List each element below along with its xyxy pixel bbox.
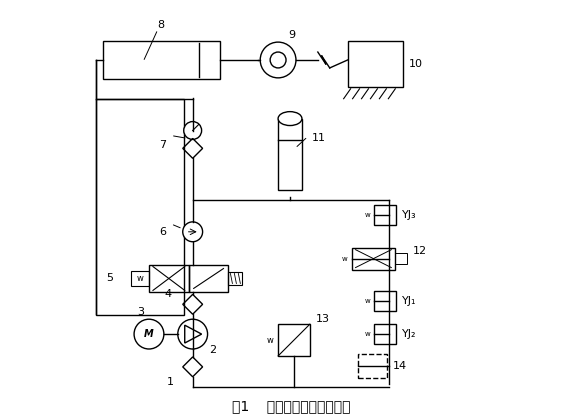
Bar [149,264,189,292]
Bar [278,324,310,356]
Text: w: w [365,331,371,337]
Circle shape [184,122,201,139]
Text: M: M [144,329,154,339]
Text: w: w [137,274,144,283]
Bar [97,99,184,315]
Bar [131,271,149,286]
Circle shape [183,222,203,242]
Bar [357,354,388,378]
Text: 11: 11 [312,133,326,143]
Bar [395,253,407,264]
Text: w: w [365,212,371,218]
Text: 9: 9 [289,30,296,40]
Text: 1: 1 [168,377,175,387]
Text: 14: 14 [393,361,407,371]
Text: 13: 13 [316,314,330,324]
Text: 7: 7 [159,141,166,151]
Text: w: w [365,298,371,304]
Bar [103,41,221,79]
Text: 图1    自动液压拉紧站系统图: 图1 自动液压拉紧站系统图 [232,399,350,414]
Bar [278,118,302,190]
Text: 8: 8 [157,20,165,30]
Bar [347,41,403,87]
Bar [228,271,242,285]
Circle shape [260,42,296,78]
Ellipse shape [278,112,302,126]
Circle shape [134,319,164,349]
Bar [189,264,228,292]
Text: 2: 2 [209,345,216,355]
Circle shape [178,319,208,349]
Text: YJ₂: YJ₂ [402,329,417,339]
Text: YJ₁: YJ₁ [402,296,417,306]
Text: 10: 10 [409,59,423,69]
Text: 3: 3 [137,307,144,317]
Text: 12: 12 [413,246,427,256]
Bar [374,291,396,311]
Text: w: w [266,336,273,344]
Text: 6: 6 [159,227,166,237]
Bar [374,205,396,225]
Text: YJ₃: YJ₃ [402,210,417,220]
Text: w: w [342,256,347,261]
Bar [352,248,395,269]
Text: 4: 4 [164,289,172,299]
Text: 5: 5 [106,274,113,284]
Bar [374,324,396,344]
Circle shape [270,52,286,68]
